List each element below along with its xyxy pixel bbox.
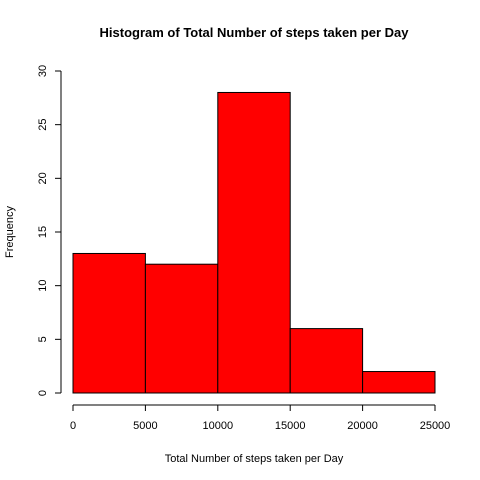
bars-group [73, 92, 435, 393]
x-axis: 0 5000 10000 15000 20000 25000 [70, 405, 450, 432]
histogram-bar-1 [73, 253, 145, 393]
y-tick-label: 0 [37, 390, 49, 396]
x-tick-label: 0 [70, 420, 76, 432]
y-tick-label: 5 [37, 336, 49, 342]
y-tick-label: 15 [37, 226, 49, 238]
x-tick-label: 20000 [347, 420, 378, 432]
y-tick-label: 30 [37, 65, 49, 77]
histogram-bar-5 [363, 372, 435, 393]
x-tick-label: 10000 [203, 420, 234, 432]
histogram-bar-3 [218, 92, 290, 393]
chart-title: Histogram of Total Number of steps taken… [100, 25, 410, 40]
x-axis-label: Total Number of steps taken per Day [165, 453, 344, 465]
y-tick-label: 20 [37, 172, 49, 184]
y-tick-label: 25 [37, 119, 49, 131]
histogram-bar-2 [145, 264, 217, 393]
y-axis-label: Frequency [4, 206, 16, 258]
x-tick-label: 25000 [420, 420, 451, 432]
y-tick-label: 10 [37, 280, 49, 292]
y-axis: 0 5 10 15 20 25 30 [37, 65, 61, 396]
x-tick-label: 15000 [275, 420, 306, 432]
histogram-bar-4 [290, 329, 362, 393]
x-tick-label: 5000 [133, 420, 157, 432]
